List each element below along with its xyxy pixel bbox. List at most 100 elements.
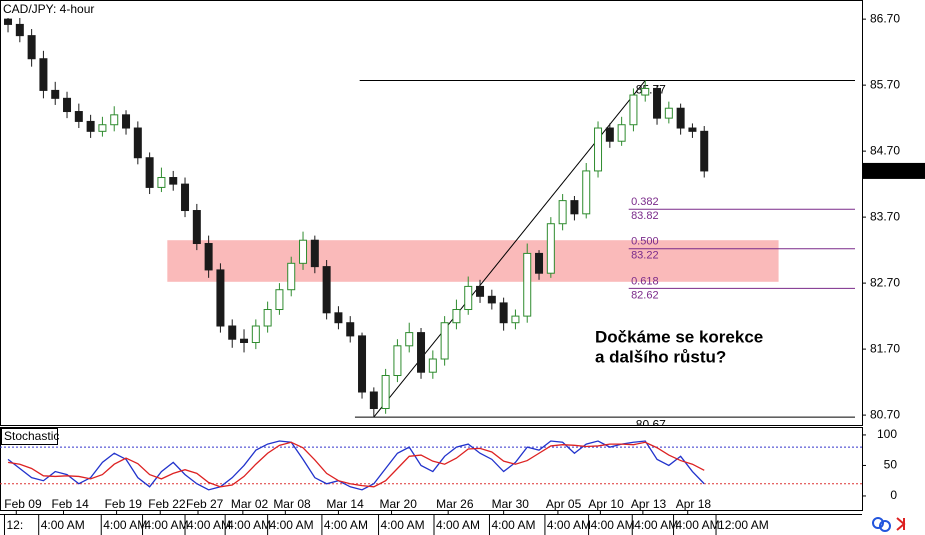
candle-body <box>181 183 190 212</box>
candle-body <box>464 285 473 311</box>
candle-body <box>334 312 343 324</box>
candle-body <box>700 130 709 172</box>
x-tick-label: Apr 18 <box>676 497 712 511</box>
level-label: 85.77 <box>636 83 666 97</box>
x2-tick-label: 4:00 AM <box>381 518 425 532</box>
x2-tick-label: 4:00 AM <box>41 518 85 532</box>
x-tick-label: Apr 05 <box>546 497 582 511</box>
x2-tick-label: 4:00 AM <box>591 518 635 532</box>
candle-body <box>39 58 48 91</box>
candle-body <box>263 309 272 327</box>
fib-ratio: 0.382 <box>631 196 659 208</box>
title-bg <box>1 1 93 18</box>
x2-tick-label: 4:00 AM <box>436 518 480 532</box>
x-tick-label: Feb 14 <box>51 497 89 511</box>
candle-body <box>98 124 107 132</box>
annotation: a dalšího růstu? <box>595 347 726 366</box>
price-layer: 85.77 80.67 0.382 83.82 0.500 83.22 0.618 82.62 <box>4 11 855 431</box>
y-tick-label: 86.70 <box>870 11 900 25</box>
candle-body <box>216 269 225 327</box>
x2-tick-label: 4:00 AM <box>187 518 231 532</box>
candle-body <box>169 177 178 185</box>
candle-body <box>417 332 426 373</box>
candle-body <box>546 223 555 274</box>
zone <box>167 240 779 282</box>
candle-body <box>476 285 485 297</box>
candle-body <box>535 252 544 274</box>
fib-ratio: 0.500 <box>631 236 659 248</box>
candle-body <box>310 239 319 268</box>
candle-body <box>63 97 72 113</box>
candle-body <box>523 252 532 317</box>
x-tick-label: Apr 10 <box>588 497 624 511</box>
candle-body <box>287 262 296 291</box>
toolbar-icons[interactable] <box>872 517 906 532</box>
candle-body <box>393 345 402 377</box>
candle-body <box>617 124 626 142</box>
candle-body <box>122 114 131 129</box>
x-tick-label: Feb 22 <box>148 497 186 511</box>
x2-tick-label: 4:00 AM <box>634 518 678 532</box>
x-tick-label: Feb 09 <box>4 497 42 511</box>
x-tick-label: Feb 19 <box>105 497 143 511</box>
x2-tick-label: 12: <box>6 518 23 532</box>
candle-body <box>204 243 213 271</box>
candle-body <box>86 120 95 132</box>
link-icon[interactable] <box>879 520 891 532</box>
link-icon[interactable] <box>872 517 884 529</box>
x2-tick-label: 4:00 AM <box>547 518 591 532</box>
candle-body <box>110 114 119 126</box>
fib-price: 83.22 <box>631 250 659 262</box>
x-tick-label: Feb 27 <box>186 497 224 511</box>
candle-body <box>157 177 166 188</box>
y-tick-label: 0 <box>890 488 897 502</box>
y-tick-label: 85.70 <box>870 77 900 91</box>
candle-body <box>688 127 697 132</box>
candle-body <box>15 23 24 37</box>
candle-body <box>4 18 13 25</box>
x2-tick-label: 4:00 AM <box>103 518 147 532</box>
candle-body <box>570 200 579 215</box>
arrow-icon[interactable] <box>896 517 906 531</box>
y-tick-label: 100 <box>877 427 897 441</box>
candle-body <box>428 358 437 373</box>
level-label: 80.67 <box>636 417 666 431</box>
candle-body <box>133 127 142 159</box>
x2-tick-label: 4:00 AM <box>676 518 720 532</box>
candle-body <box>51 89 60 99</box>
current-price-box <box>863 162 925 179</box>
candle-body <box>299 239 308 264</box>
stochastic-line <box>7 441 705 488</box>
x2-tick-label: 12:00 AM <box>718 518 769 532</box>
annotation: Dočkáme se korekce <box>595 327 763 346</box>
x2-tick-label: 4:00 AM <box>145 518 189 532</box>
candle-body <box>487 295 496 304</box>
candle-body <box>440 322 449 360</box>
x-tick-label: Mar 20 <box>380 497 418 511</box>
x-tick-label: Apr 13 <box>631 497 667 511</box>
candle-body <box>240 338 249 344</box>
fib-price: 83.82 <box>631 210 659 222</box>
y-tick-label: 50 <box>884 458 898 472</box>
fib-price: 82.62 <box>631 289 659 301</box>
candle-body <box>192 210 201 245</box>
y-tick-label: 81.70 <box>870 341 900 355</box>
y-tick-label: 80.70 <box>870 407 900 421</box>
candle-body <box>558 200 567 225</box>
stochastic-line <box>7 440 705 491</box>
candle-body <box>251 325 260 344</box>
axes: 80.70 81.70 82.70 83.70 84.70 85.70 86.70 84.40… <box>3 11 925 535</box>
x-tick-label: Mar 26 <box>436 497 474 511</box>
x-tick-label: Mar 14 <box>326 497 364 511</box>
y-tick-label: 83.70 <box>870 209 900 223</box>
candle-body <box>358 335 367 393</box>
candle-body <box>228 325 237 340</box>
candle-body <box>405 332 414 347</box>
candle-body <box>275 289 284 311</box>
candle-body <box>605 127 614 142</box>
candle-body <box>369 391 378 410</box>
stochastic-title: Stochastic <box>4 429 59 443</box>
x2-tick-label: 4:00 AM <box>270 518 314 532</box>
current-price-label: 84.40 <box>870 163 900 177</box>
